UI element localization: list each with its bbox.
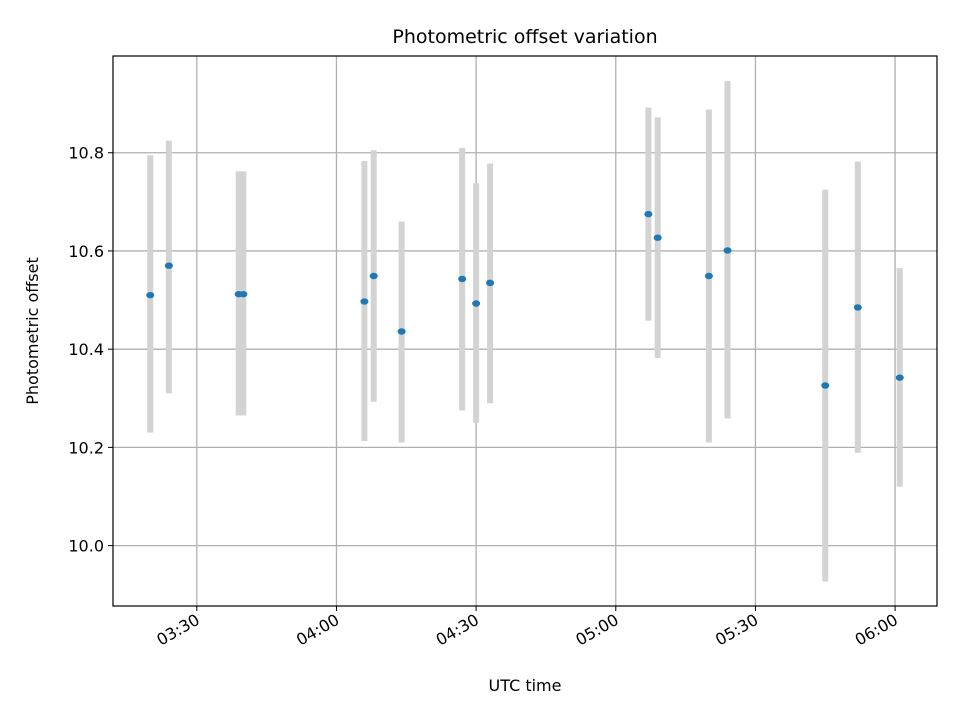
data-point xyxy=(164,262,173,269)
data-point xyxy=(644,210,653,218)
y-tick-label: 10.8 xyxy=(68,144,104,163)
data-point xyxy=(704,272,713,280)
data-points xyxy=(146,210,904,389)
y-axis-label: Photometric offset xyxy=(23,257,42,405)
data-point xyxy=(895,374,904,381)
data-point xyxy=(486,279,495,287)
data-point xyxy=(653,234,662,241)
plot-area-frame xyxy=(112,55,938,607)
data-point xyxy=(397,328,406,335)
y-tick-label: 10.2 xyxy=(68,438,104,457)
y-tick-label: 10.6 xyxy=(68,242,104,261)
data-point xyxy=(853,304,862,311)
data-point xyxy=(369,272,378,280)
data-point xyxy=(146,291,155,299)
data-point xyxy=(360,298,369,305)
data-point xyxy=(458,275,467,283)
y-axis-ticks: 10.0 10.2 10.4 10.6 10.8 xyxy=(68,144,113,556)
y-tick-label: 10.0 xyxy=(68,537,104,556)
grid xyxy=(113,56,937,606)
data-point xyxy=(821,382,830,389)
chart-title: Photometric offset variation xyxy=(392,26,657,48)
y-tick-label: 10.4 xyxy=(68,340,104,359)
data-point xyxy=(723,247,732,254)
data-point xyxy=(239,290,248,298)
x-axis-label: UTC time xyxy=(489,676,562,695)
data-point xyxy=(472,300,481,307)
